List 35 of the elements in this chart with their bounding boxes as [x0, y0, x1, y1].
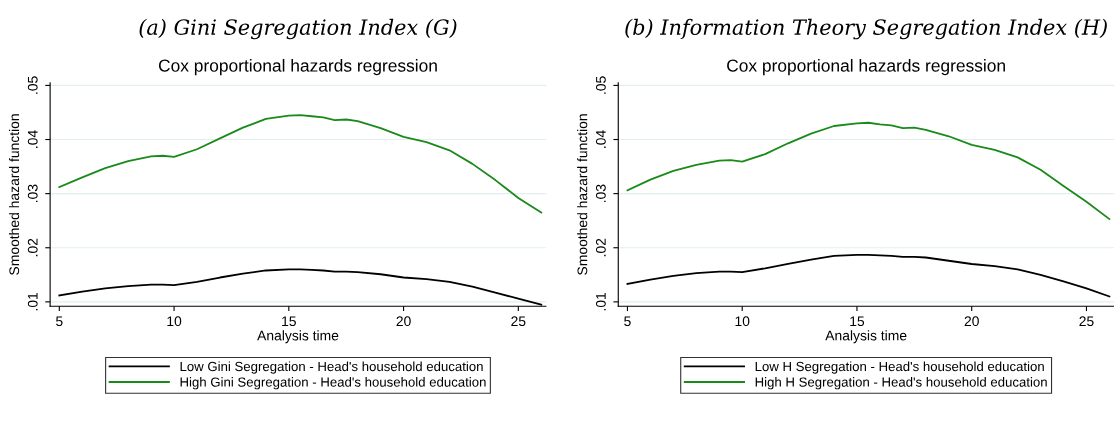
y-tick-label: .04 — [595, 130, 606, 148]
y-tick-label: .04 — [27, 130, 38, 148]
x-tick-label: 15 — [282, 316, 296, 327]
x-tick-label: 15 — [850, 316, 865, 327]
line-series — [626, 253, 1111, 298]
chart-subtitle: Cox proportional hazards regression — [727, 59, 1005, 76]
x-tick-label: 20 — [396, 316, 411, 327]
x-tick-label: 25 — [511, 316, 526, 327]
chart-subtitle: Cox proportional hazards regression — [158, 59, 437, 76]
x-tick-label: 20 — [964, 316, 979, 327]
legend-label: High Gini Segregation - Head's household education — [180, 377, 486, 390]
line-series — [58, 114, 543, 214]
chart-title: (b) Information Theory Segregation Index (H) — [625, 18, 1107, 40]
x-axis-title: Analysis time — [825, 330, 907, 344]
x-axis-title: Analysis time — [257, 330, 339, 344]
x-tick-label: 25 — [1079, 316, 1094, 327]
x-tick-label: 10 — [735, 316, 750, 327]
y-tick-label: .01 — [595, 292, 606, 311]
y-tick-label: .05 — [27, 76, 38, 94]
legend-label: Low H Segregation - Head's household education — [755, 361, 1044, 374]
y-tick-label: .02 — [27, 238, 38, 257]
chart-title: (a) Gini Segregation Index (G) — [139, 18, 457, 40]
y-axis-title: Smoothed hazard function — [577, 114, 588, 275]
y-axis-title: Smoothed hazard function — [8, 114, 20, 275]
y-tick-label: .03 — [27, 184, 38, 203]
legend-label: High H Segregation - Head's household education — [755, 377, 1047, 390]
y-tick-label: .05 — [595, 76, 606, 94]
x-tick-label: 5 — [624, 316, 631, 327]
line-series — [626, 121, 1111, 220]
x-tick-label: 5 — [56, 316, 63, 327]
legend-label: Low Gini Segregation - Head's household education — [180, 361, 483, 374]
y-tick-label: .02 — [595, 238, 606, 257]
y-tick-label: .01 — [27, 292, 38, 311]
x-tick-label: 10 — [167, 316, 182, 327]
y-tick-label: .03 — [595, 184, 606, 203]
